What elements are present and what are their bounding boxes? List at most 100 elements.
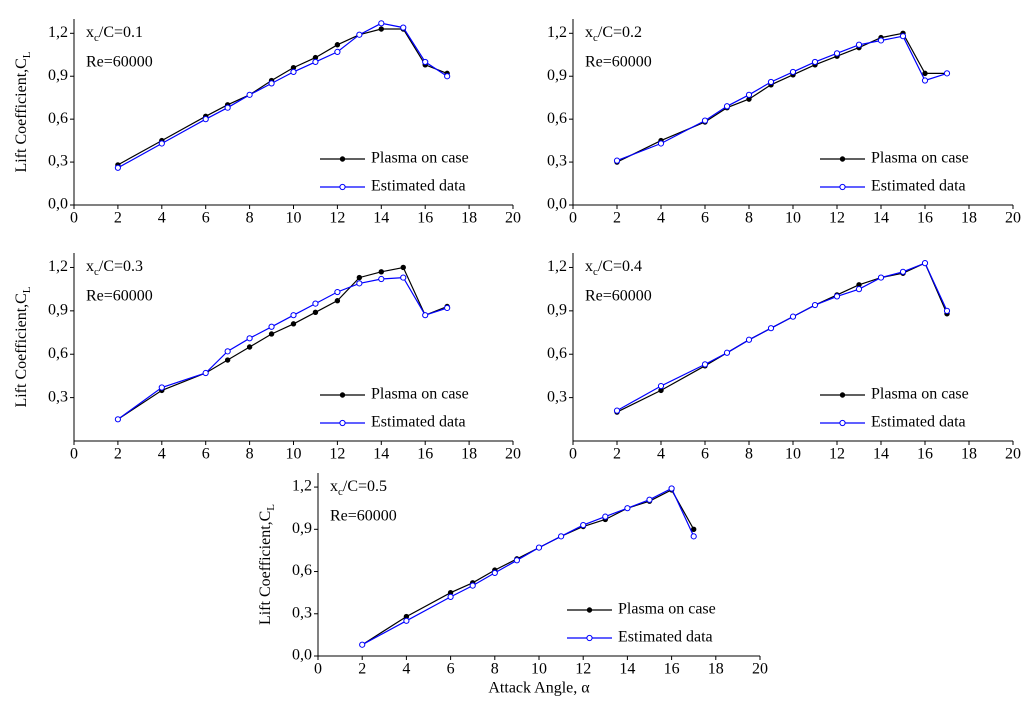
legend-label: Plasma on case <box>871 150 969 167</box>
data-point <box>657 382 665 390</box>
x-tick-label: 2 <box>613 210 621 227</box>
x-tick-label: 6 <box>202 446 210 463</box>
data-point <box>224 104 231 111</box>
data-point <box>359 641 366 648</box>
data-point <box>114 416 122 423</box>
legend-marker <box>339 419 346 427</box>
data-point <box>899 268 907 275</box>
legend-label: Plasma on case <box>618 601 716 618</box>
x-tick-label: 8 <box>745 210 753 227</box>
data-point <box>202 369 209 377</box>
legend-label: Plasma on case <box>371 150 469 167</box>
data-point <box>268 80 275 87</box>
x-tick-label: 10 <box>286 446 302 463</box>
x-tick-label: 16 <box>417 446 433 463</box>
y-tick-label: 1,2 <box>292 478 312 495</box>
x-tick-label: 0 <box>70 210 78 227</box>
data-point <box>444 304 451 312</box>
x-tick-label: 6 <box>447 661 455 678</box>
x-tick-label: 14 <box>373 446 389 463</box>
annotation: xc/C=0.5 <box>330 478 387 498</box>
data-point <box>356 280 363 287</box>
data-point <box>114 164 122 171</box>
data-point <box>668 485 675 492</box>
data-point <box>400 24 407 31</box>
data-point <box>334 288 341 296</box>
data-point <box>701 361 709 368</box>
data-point <box>378 275 385 283</box>
data-point <box>400 264 406 271</box>
x-tick-label: 18 <box>461 210 477 227</box>
data-point <box>833 50 841 57</box>
legend-marker <box>586 607 593 613</box>
x-tick-label: 18 <box>708 661 724 678</box>
annotation-part: x <box>585 24 593 41</box>
annotation-part: c <box>94 32 99 44</box>
x-tick-label: 18 <box>961 210 977 227</box>
data-point <box>422 58 429 66</box>
x-tick-label: 2 <box>114 446 122 463</box>
data-point <box>745 91 753 98</box>
data-point <box>513 557 521 564</box>
data-point <box>877 37 885 44</box>
data-point <box>789 313 797 320</box>
annotation-part: /C=0.3 <box>99 258 143 275</box>
data-point <box>334 48 341 56</box>
y-tick-label: 0,3 <box>292 604 312 621</box>
y-tick-label: 0,9 <box>48 302 68 319</box>
data-point <box>158 384 165 391</box>
y-tick-label: 0,6 <box>48 345 68 362</box>
x-tick-label: 12 <box>829 210 845 227</box>
subtitle: Re=60000 <box>330 508 397 525</box>
x-axis-label: Attack Angle, α <box>488 680 590 697</box>
x-tick-label: 6 <box>202 210 210 227</box>
data-point <box>657 140 665 147</box>
series-line <box>616 35 948 162</box>
legend-marker <box>339 183 346 191</box>
data-point <box>447 593 454 600</box>
legend-marker <box>839 183 846 191</box>
annotation-part: x <box>330 478 338 495</box>
series-line <box>616 32 947 163</box>
y-tick-label: 0,0 <box>547 196 567 213</box>
x-tick-label: 12 <box>829 446 845 463</box>
data-point <box>268 323 275 330</box>
data-point <box>745 336 753 343</box>
subtitle: Re=60000 <box>585 288 652 305</box>
data-point <box>855 41 863 48</box>
data-point <box>701 117 709 124</box>
data-point <box>378 269 384 275</box>
data-point <box>400 274 407 281</box>
data-point <box>811 58 819 66</box>
x-tick-label: 0 <box>569 210 577 227</box>
annotation: xc/C=0.4 <box>585 258 642 278</box>
annotation-part: x <box>86 258 94 275</box>
legend-label: Plasma on case <box>371 386 469 403</box>
y-tick-label: 0,3 <box>48 388 68 405</box>
subtitle: Re=60000 <box>86 288 153 305</box>
data-point <box>246 335 253 342</box>
y-axis-label: Lift Coefficient,CL <box>13 51 33 172</box>
data-point <box>246 91 253 98</box>
x-tick-label: 0 <box>314 661 322 678</box>
x-tick-label: 4 <box>402 661 410 678</box>
x-tick-label: 4 <box>657 446 665 463</box>
data-point <box>943 307 951 314</box>
data-point <box>921 260 929 267</box>
annotation-part: x <box>585 258 593 275</box>
data-point <box>789 68 797 76</box>
x-tick-label: 12 <box>329 446 345 463</box>
x-tick-label: 8 <box>491 661 499 678</box>
data-point <box>723 103 731 110</box>
annotation-part: c <box>593 32 598 44</box>
data-point <box>290 312 297 319</box>
data-point <box>312 300 319 307</box>
y-tick-label: 0,6 <box>292 562 312 579</box>
x-tick-label: 4 <box>158 446 166 463</box>
y-tick-label: 0,3 <box>48 153 68 170</box>
data-point <box>312 309 319 315</box>
y-tick-label: 0,0 <box>292 647 312 664</box>
data-point <box>921 77 929 84</box>
series-line <box>361 487 695 646</box>
legend-marker <box>339 392 346 398</box>
